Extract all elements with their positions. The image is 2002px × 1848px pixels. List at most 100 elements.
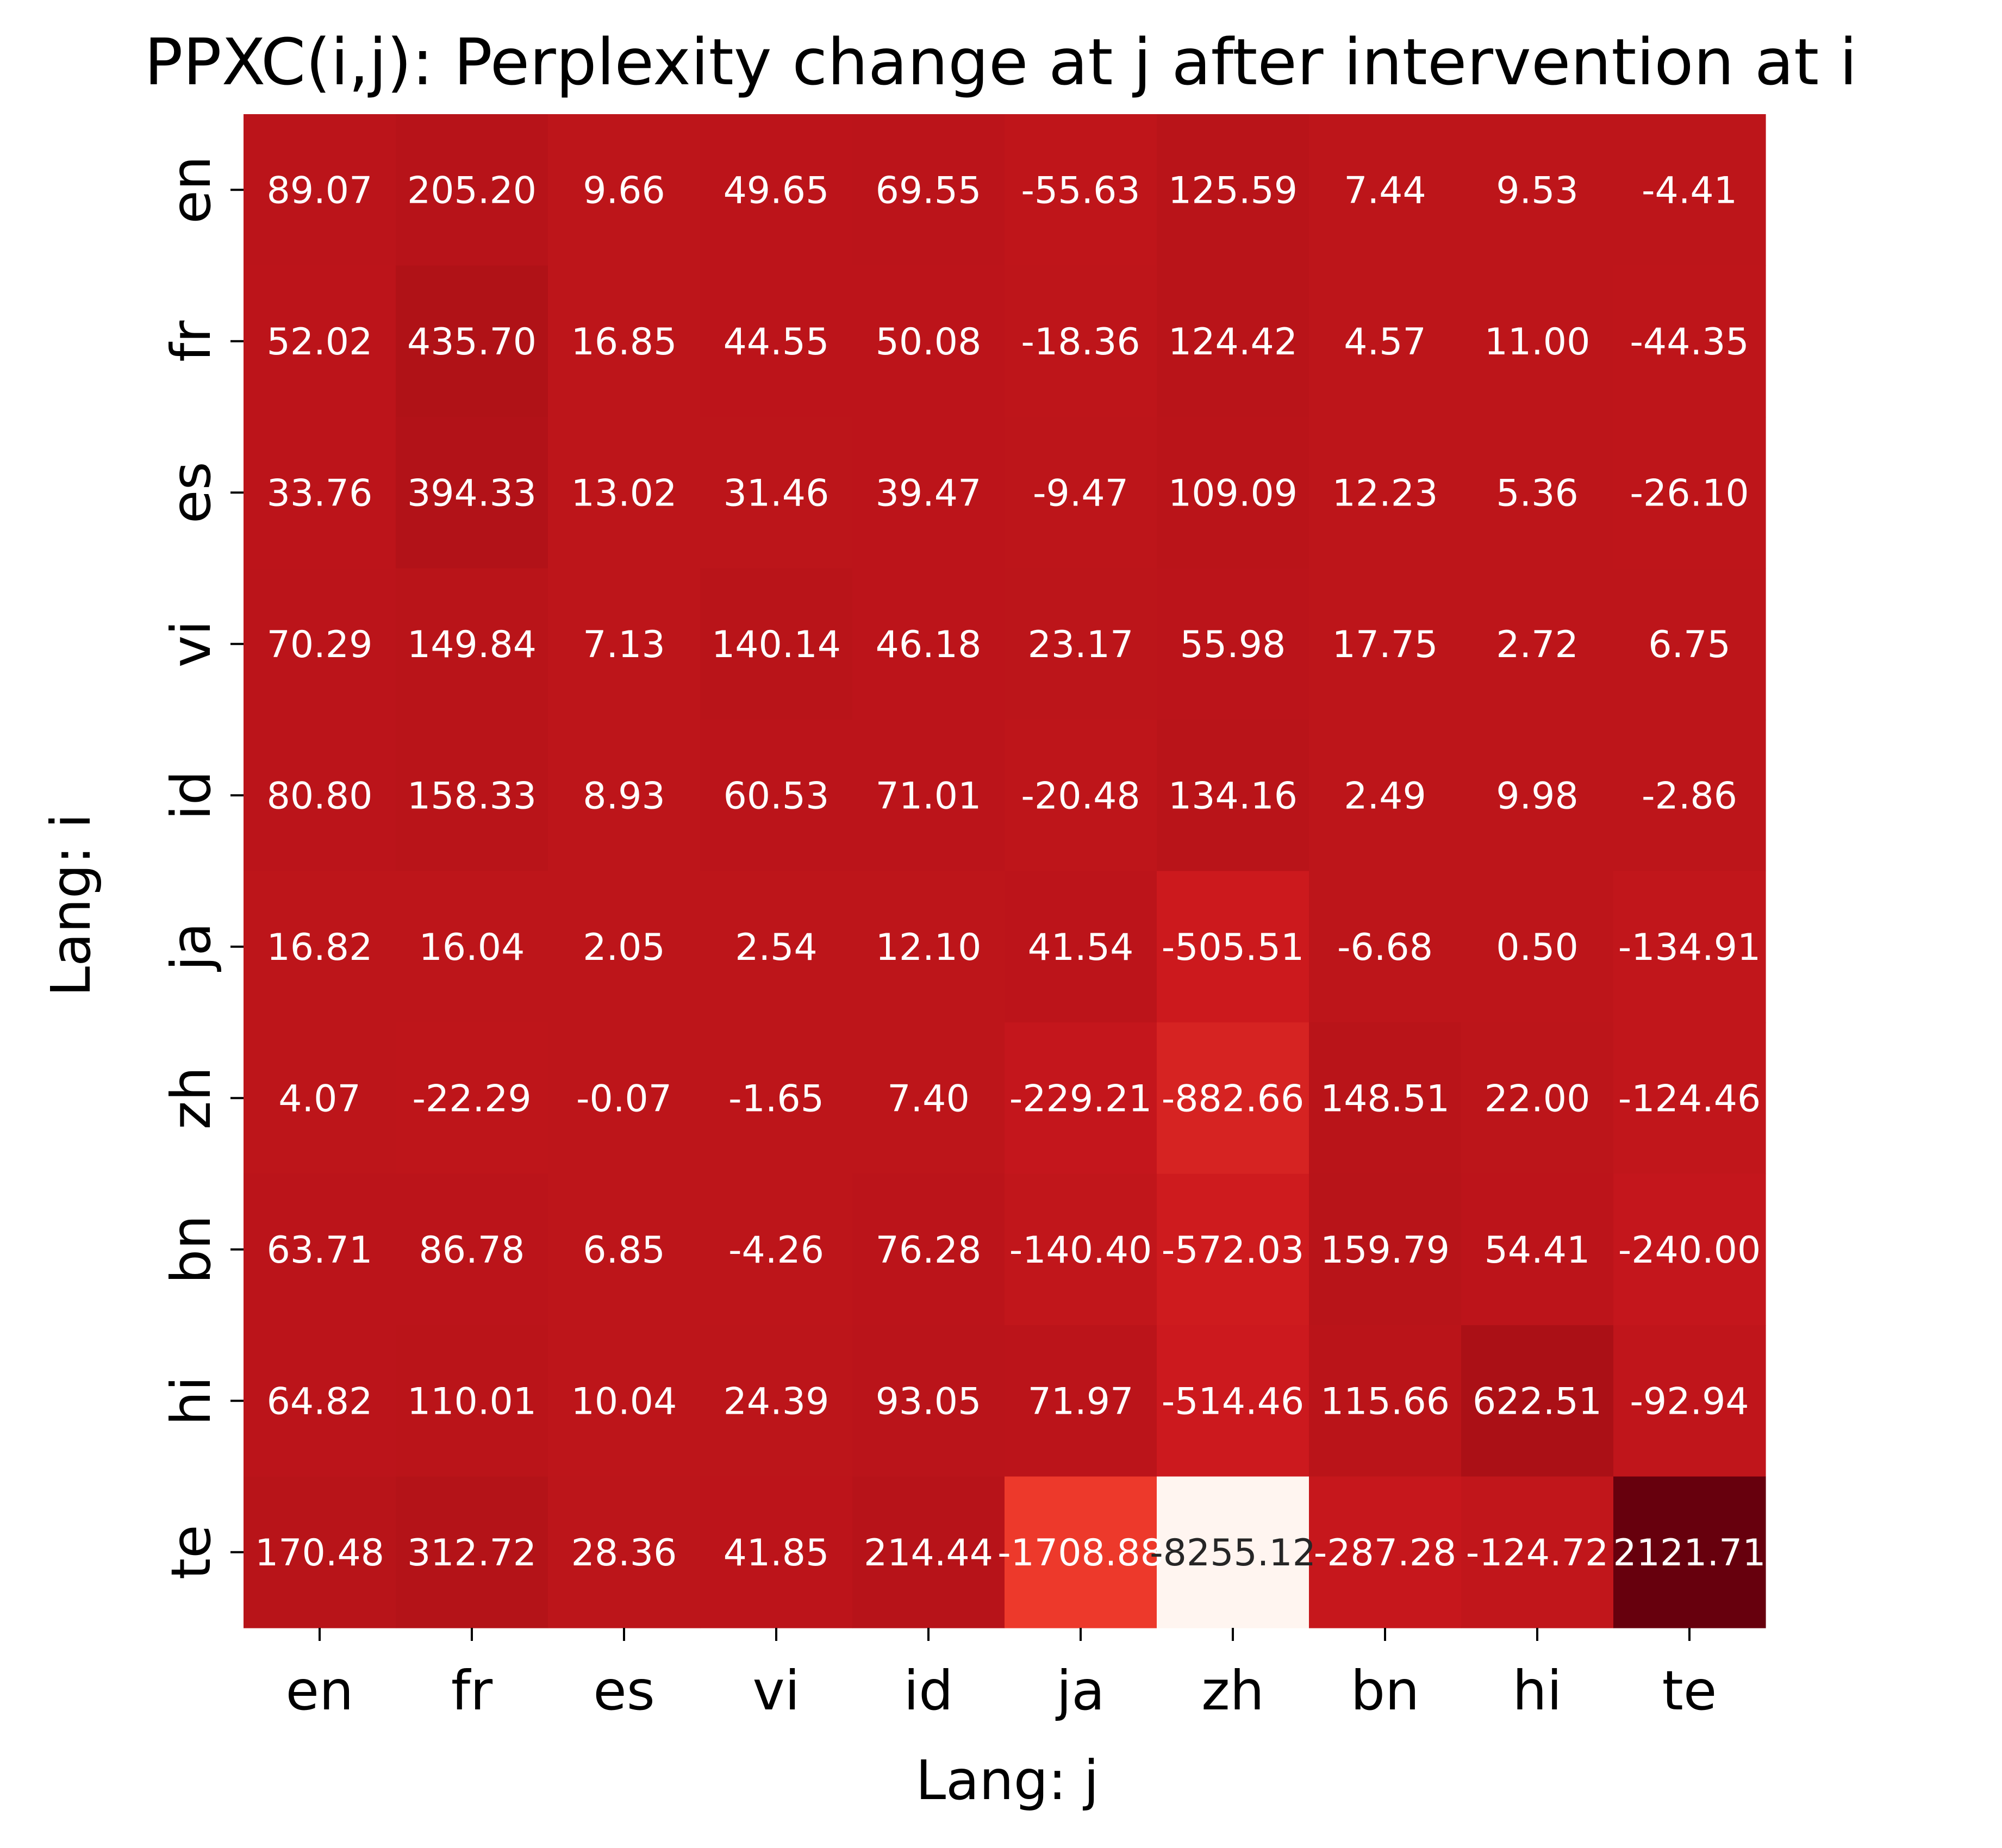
x-tick-label: zh [1201,1659,1264,1722]
heatmap-cell-te-bn [1309,1476,1462,1628]
cell-value-label: 80.80 [267,775,373,817]
heatmap-cell-es-vi [700,417,853,569]
heatmap-cell-es-es [548,417,701,569]
heatmap-cell-bn-vi [700,1173,853,1326]
cell-value-label: 31.46 [724,472,830,515]
cell-value-label: 60.53 [724,775,830,817]
heatmap-cell-id-zh [1157,720,1309,872]
y-tick-label: en [159,156,223,224]
cell-value-label: 23.17 [1028,623,1134,666]
heatmap-cell-bn-bn [1309,1173,1462,1326]
cell-value-label: 140.14 [712,623,841,666]
heatmap-cell-en-id [852,114,1005,266]
heatmap-cell-en-zh [1157,114,1309,266]
cell-value-label: 17.75 [1332,623,1438,666]
heatmap-cell-id-ja [1005,720,1157,872]
cell-value-label: 2121.71 [1613,1532,1766,1575]
cell-value-label: 71.01 [876,775,982,817]
heatmap-cell-te-zh [1157,1476,1309,1628]
cell-value-label: -124.72 [1466,1532,1608,1575]
cell-value-label: 158.33 [407,775,537,817]
heatmap-cell-vi-en [244,568,396,720]
cell-value-label: 22.00 [1485,1077,1591,1120]
cell-value-label: -9.47 [1033,472,1128,515]
cell-value-label: 4.07 [278,1077,360,1120]
heatmap-cell-ja-te [1613,871,1766,1023]
y-tick-label: ja [159,922,223,972]
cell-value-label: -240.00 [1618,1229,1761,1272]
x-tick-label: en [286,1659,354,1722]
heatmap-cell-vi-es [548,568,701,720]
cell-value-label: 9.98 [1496,775,1578,817]
cell-value-label: 109.09 [1168,472,1298,515]
cell-value-label: 214.44 [864,1532,993,1575]
heatmap-cell-zh-id [852,1022,1005,1175]
heatmap-cell-ja-fr [396,871,548,1023]
cell-value-label: 12.23 [1332,472,1438,515]
heatmap-cell-bn-fr [396,1173,548,1326]
cell-value-label: -8255.12 [1150,1532,1316,1575]
heatmap-cell-zh-en [244,1022,396,1175]
heatmap-cell-te-en [244,1476,396,1628]
heatmap-cell-bn-es [548,1173,701,1326]
cell-value-label: 2.54 [735,926,817,969]
cell-value-label: 39.47 [876,472,982,515]
cell-value-label: 76.28 [876,1229,982,1272]
cell-value-label: 435.70 [407,321,537,364]
cell-value-label: -4.41 [1642,169,1737,212]
y-tick-label: bn [159,1215,223,1284]
cell-value-label: -1.65 [728,1077,824,1120]
heatmap-cell-es-fr [396,417,548,569]
heatmap-cell-te-hi [1461,1476,1614,1628]
heatmap-cell-fr-en [244,265,396,417]
heatmap-cell-ja-zh [1157,871,1309,1023]
cell-value-label: 93.05 [876,1380,982,1423]
heatmap-cell-vi-vi [700,568,853,720]
heatmap-cell-ja-es [548,871,701,1023]
cell-value-label: 6.85 [583,1229,665,1272]
heatmap-cell-id-id [852,720,1005,872]
x-tick-label: bn [1351,1659,1420,1722]
cell-value-label: 55.98 [1180,623,1286,666]
cell-value-label: -140.40 [1009,1229,1152,1272]
cell-value-label: 41.54 [1028,926,1134,969]
cell-value-label: 9.66 [583,169,665,212]
y-tick-label: zh [159,1066,223,1129]
heatmap-cell-zh-ja [1005,1022,1157,1175]
heatmap-cell-fr-zh [1157,265,1309,417]
heatmap-cell-te-id [852,1476,1005,1628]
y-tick-label: hi [159,1376,223,1426]
cell-value-label: 4.57 [1344,321,1426,364]
heatmap-cell-en-es [548,114,701,266]
heatmap-cell-zh-hi [1461,1022,1614,1175]
cell-value-label: 2.05 [583,926,665,969]
cell-value-label: 16.04 [419,926,525,969]
heatmap-cell-zh-bn [1309,1022,1462,1175]
y-tick-label: vi [159,620,223,667]
cell-value-label: -20.48 [1021,775,1140,817]
cell-value-label: 89.07 [267,169,373,212]
cell-value-label: -22.29 [412,1077,531,1120]
cell-value-label: 5.36 [1496,472,1578,515]
heatmap-cell-ja-hi [1461,871,1614,1023]
heatmap-cell-zh-vi [700,1022,853,1175]
heatmap-cell-hi-hi [1461,1325,1614,1477]
cell-value-label: 7.44 [1344,169,1426,212]
heatmap-cell-vi-id [852,568,1005,720]
heatmap-cell-bn-zh [1157,1173,1309,1326]
heatmap-cell-hi-id [852,1325,1005,1477]
heatmap-cell-fr-es [548,265,701,417]
cell-value-label: -55.63 [1021,169,1140,212]
cell-value-label: 10.04 [571,1380,677,1423]
x-tick-label: hi [1512,1659,1562,1722]
cell-value-label: 115.66 [1320,1380,1450,1423]
cell-value-label: 8.93 [583,775,665,817]
cell-value-label: 54.41 [1485,1229,1591,1272]
cell-value-label: 64.82 [267,1380,373,1423]
heatmap-cell-te-te [1613,1476,1766,1628]
cell-value-label: 46.18 [876,623,982,666]
heatmap-cell-id-es [548,720,701,872]
heatmap-cell-zh-te [1613,1022,1766,1175]
